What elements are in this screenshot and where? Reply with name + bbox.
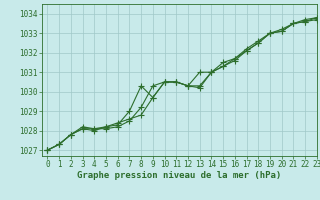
X-axis label: Graphe pression niveau de la mer (hPa): Graphe pression niveau de la mer (hPa) bbox=[77, 171, 281, 180]
